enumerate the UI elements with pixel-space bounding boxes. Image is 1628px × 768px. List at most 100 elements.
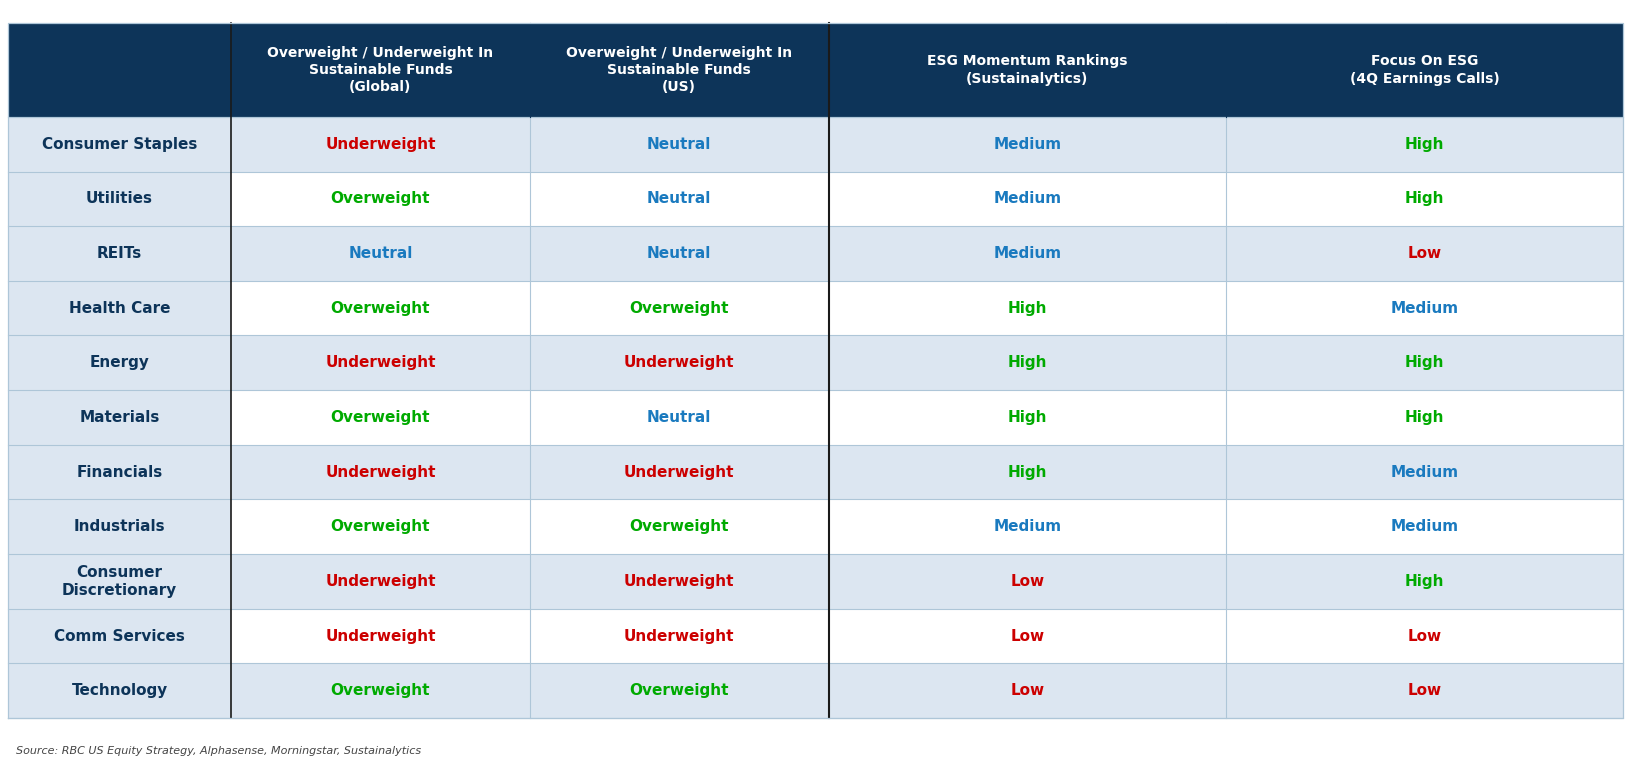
Text: Neutral: Neutral (646, 137, 711, 152)
Text: High: High (1405, 574, 1444, 589)
Text: High: High (1405, 137, 1444, 152)
Text: High: High (1008, 465, 1047, 480)
Bar (1226, 499, 1623, 554)
Text: Underweight: Underweight (326, 465, 436, 480)
Text: Low: Low (1408, 246, 1441, 261)
Bar (1226, 390, 1623, 445)
Bar (1226, 664, 1623, 718)
Bar (829, 445, 1226, 499)
Bar (8, 609, 231, 664)
Text: Medium: Medium (993, 191, 1061, 207)
Text: REITs: REITs (98, 246, 142, 261)
Bar (529, 445, 829, 499)
Bar (8, 281, 231, 336)
Text: Overweight: Overweight (330, 410, 430, 425)
Bar (1226, 336, 1623, 390)
Bar (8, 171, 231, 227)
Bar (8, 117, 231, 171)
Bar (1226, 117, 1623, 171)
Text: Underweight: Underweight (326, 574, 436, 589)
Bar (231, 117, 529, 171)
Text: Medium: Medium (1390, 465, 1459, 480)
Text: Low: Low (1408, 628, 1441, 644)
Bar (829, 281, 1226, 336)
Text: Low: Low (1009, 684, 1044, 698)
Bar (529, 281, 829, 336)
Text: Underweight: Underweight (624, 628, 734, 644)
Text: Medium: Medium (993, 137, 1061, 152)
Bar (1226, 609, 1623, 664)
Bar (1226, 445, 1623, 499)
Text: High: High (1405, 410, 1444, 425)
Text: Overweight: Overweight (630, 519, 729, 535)
Bar (829, 117, 1226, 171)
Text: High: High (1008, 356, 1047, 370)
Text: Financials: Financials (77, 465, 163, 480)
Text: Neutral: Neutral (646, 191, 711, 207)
Bar (8, 23, 1623, 117)
Bar (529, 336, 829, 390)
Bar (1226, 554, 1623, 609)
Bar (829, 499, 1226, 554)
Bar (529, 554, 829, 609)
Bar (829, 554, 1226, 609)
Bar (829, 664, 1226, 718)
Text: Medium: Medium (1390, 519, 1459, 535)
Bar (231, 609, 529, 664)
Bar (1226, 227, 1623, 281)
Text: Technology: Technology (72, 684, 168, 698)
Bar (829, 227, 1226, 281)
Text: Overweight / Underweight In
Sustainable Funds
(US): Overweight / Underweight In Sustainable … (567, 45, 793, 94)
Text: Comm Services: Comm Services (54, 628, 186, 644)
Text: Health Care: Health Care (68, 300, 171, 316)
Bar (529, 117, 829, 171)
Text: Medium: Medium (993, 519, 1061, 535)
Bar (8, 227, 231, 281)
Text: High: High (1405, 356, 1444, 370)
Text: Neutral: Neutral (646, 410, 711, 425)
Text: Underweight: Underweight (624, 465, 734, 480)
Bar (8, 664, 231, 718)
Bar (529, 609, 829, 664)
Bar (829, 609, 1226, 664)
Text: Overweight: Overweight (630, 684, 729, 698)
Text: Neutral: Neutral (646, 246, 711, 261)
Text: Underweight: Underweight (326, 628, 436, 644)
Text: Consumer Staples: Consumer Staples (42, 137, 197, 152)
Bar (529, 664, 829, 718)
Text: Low: Low (1009, 574, 1044, 589)
Text: Overweight: Overweight (330, 684, 430, 698)
Bar (8, 499, 231, 554)
Bar (231, 171, 529, 227)
Bar (1226, 281, 1623, 336)
Bar (231, 227, 529, 281)
Bar (8, 445, 231, 499)
Text: Underweight: Underweight (624, 356, 734, 370)
Text: Focus On ESG
(4Q Earnings Calls): Focus On ESG (4Q Earnings Calls) (1350, 55, 1499, 85)
Bar (529, 227, 829, 281)
Text: Source: RBC US Equity Strategy, Alphasense, Morningstar, Sustainalytics: Source: RBC US Equity Strategy, Alphasen… (16, 746, 422, 756)
Text: Energy: Energy (90, 356, 150, 370)
Bar (231, 499, 529, 554)
Text: Overweight: Overweight (330, 191, 430, 207)
Bar (231, 390, 529, 445)
Text: Overweight / Underweight In
Sustainable Funds
(Global): Overweight / Underweight In Sustainable … (267, 45, 493, 94)
Bar (8, 390, 231, 445)
Bar (231, 336, 529, 390)
Text: Low: Low (1009, 628, 1044, 644)
Text: High: High (1008, 300, 1047, 316)
Bar (231, 554, 529, 609)
Text: Overweight: Overweight (330, 519, 430, 535)
Bar (231, 281, 529, 336)
Text: Underweight: Underweight (624, 574, 734, 589)
Bar (1226, 171, 1623, 227)
Text: Overweight: Overweight (330, 300, 430, 316)
Bar (8, 554, 231, 609)
Text: ESG Momentum Rankings
(Sustainalytics): ESG Momentum Rankings (Sustainalytics) (926, 55, 1128, 85)
Bar (8, 336, 231, 390)
Text: Industrials: Industrials (73, 519, 166, 535)
Text: Low: Low (1408, 684, 1441, 698)
Text: Materials: Materials (80, 410, 160, 425)
Text: Medium: Medium (993, 246, 1061, 261)
Text: Overweight: Overweight (630, 300, 729, 316)
